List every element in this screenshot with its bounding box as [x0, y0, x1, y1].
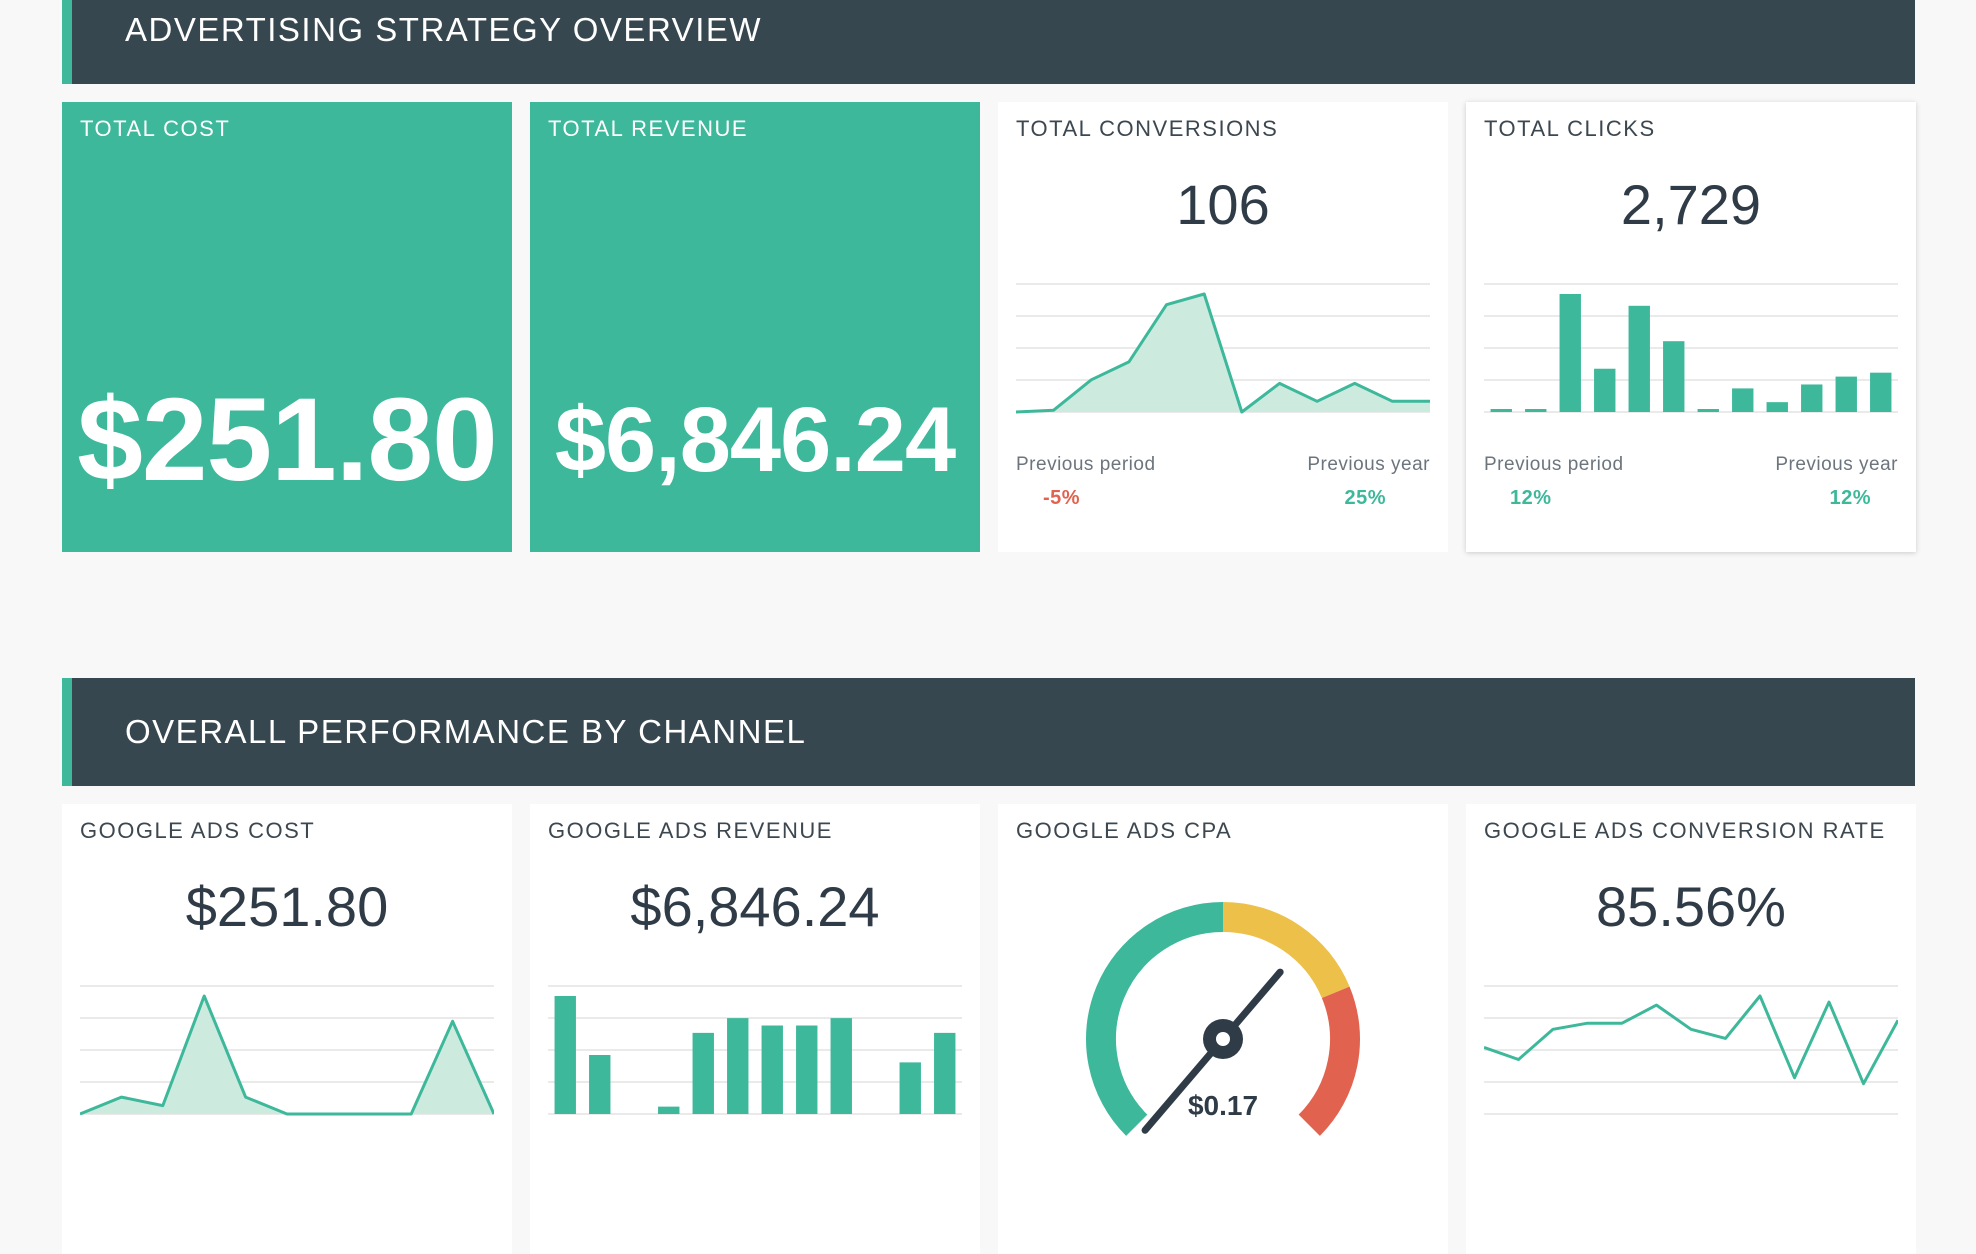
gauge-value: $0.17	[998, 1090, 1448, 1122]
card-google-ads-cost[interactable]: GOOGLE ADS COST $251.80	[62, 804, 512, 1254]
card-label: GOOGLE ADS REVENUE	[548, 818, 833, 844]
bar	[555, 996, 576, 1114]
card-label: TOTAL REVENUE	[548, 116, 748, 142]
bar	[1560, 294, 1581, 412]
kpi-value: 85.56%	[1466, 874, 1916, 939]
kpi-value: 2,729	[1466, 172, 1916, 237]
bar	[762, 1026, 783, 1115]
clicks-bar-chart	[1484, 282, 1898, 452]
bar	[589, 1055, 610, 1114]
revenue-bar-chart	[548, 984, 962, 1154]
section-title: ADVERTISING STRATEGY OVERVIEW	[125, 0, 762, 84]
prev-period-label: Previous period	[1016, 454, 1156, 476]
section-header-overview: ADVERTISING STRATEGY OVERVIEW	[62, 0, 1915, 84]
card-label: TOTAL COST	[80, 116, 230, 142]
prev-year-label: Previous year	[1775, 454, 1898, 476]
bar	[1525, 409, 1546, 412]
prev-period-label: Previous period	[1484, 454, 1624, 476]
bar	[693, 1033, 714, 1114]
prev-year-label: Previous year	[1307, 454, 1430, 476]
header-accent-bar	[62, 0, 72, 84]
conversions-area-chart	[1016, 282, 1430, 452]
bar	[1732, 388, 1753, 412]
card-google-ads-revenue[interactable]: GOOGLE ADS REVENUE $6,846.24	[530, 804, 980, 1254]
card-total-cost[interactable]: TOTAL COST $251.80	[62, 102, 512, 552]
card-label: TOTAL CLICKS	[1484, 116, 1656, 142]
kpi-value: 106	[998, 172, 1448, 237]
card-google-ads-cpa[interactable]: GOOGLE ADS CPA $0.17	[998, 804, 1448, 1254]
card-total-conversions[interactable]: TOTAL CONVERSIONS 106 Previous period Pr…	[998, 102, 1448, 552]
card-google-ads-conversion-rate[interactable]: GOOGLE ADS CONVERSION RATE 85.56%	[1466, 804, 1916, 1254]
bar	[796, 1026, 817, 1115]
bar	[934, 1033, 955, 1114]
bar	[1491, 409, 1512, 412]
header-accent-bar	[62, 678, 72, 786]
bar	[1836, 377, 1857, 412]
cpa-gauge	[998, 804, 1448, 1254]
gauge-band-yellow	[1223, 917, 1336, 992]
conversion-rate-line-chart	[1484, 984, 1898, 1154]
bar	[1698, 409, 1719, 412]
kpi-value: $251.80	[62, 874, 512, 939]
kpi-value: $6,846.24	[530, 874, 980, 939]
card-total-revenue[interactable]: TOTAL REVENUE $6,846.24	[530, 102, 980, 552]
bar	[727, 1018, 748, 1114]
bar	[1870, 373, 1891, 412]
section-header-channel: OVERALL PERFORMANCE BY CHANNEL	[62, 678, 1915, 786]
kpi-value: $251.80	[62, 372, 512, 508]
section-title: OVERALL PERFORMANCE BY CHANNEL	[125, 678, 806, 786]
cost-area-chart	[80, 984, 494, 1154]
prev-period-change: -5%	[1043, 487, 1080, 510]
prev-period-change: 12%	[1510, 487, 1552, 510]
bar	[831, 1018, 852, 1114]
kpi-value: $6,846.24	[530, 388, 980, 493]
bar	[1767, 402, 1788, 412]
bar	[1594, 369, 1615, 412]
card-total-clicks[interactable]: TOTAL CLICKS 2,729 Previous period Previ…	[1466, 102, 1916, 552]
area-fill	[80, 996, 494, 1114]
series-line	[1484, 996, 1898, 1084]
bar	[1801, 384, 1822, 412]
bar	[658, 1107, 679, 1114]
card-label: TOTAL CONVERSIONS	[1016, 116, 1278, 142]
bar	[1629, 306, 1650, 412]
bar	[900, 1062, 921, 1114]
gauge-hub-center	[1216, 1032, 1230, 1046]
bar	[1663, 341, 1684, 412]
card-label: GOOGLE ADS COST	[80, 818, 315, 844]
card-label: GOOGLE ADS CONVERSION RATE	[1484, 818, 1886, 844]
prev-year-change: 25%	[1344, 487, 1386, 510]
prev-year-change: 12%	[1829, 487, 1871, 510]
